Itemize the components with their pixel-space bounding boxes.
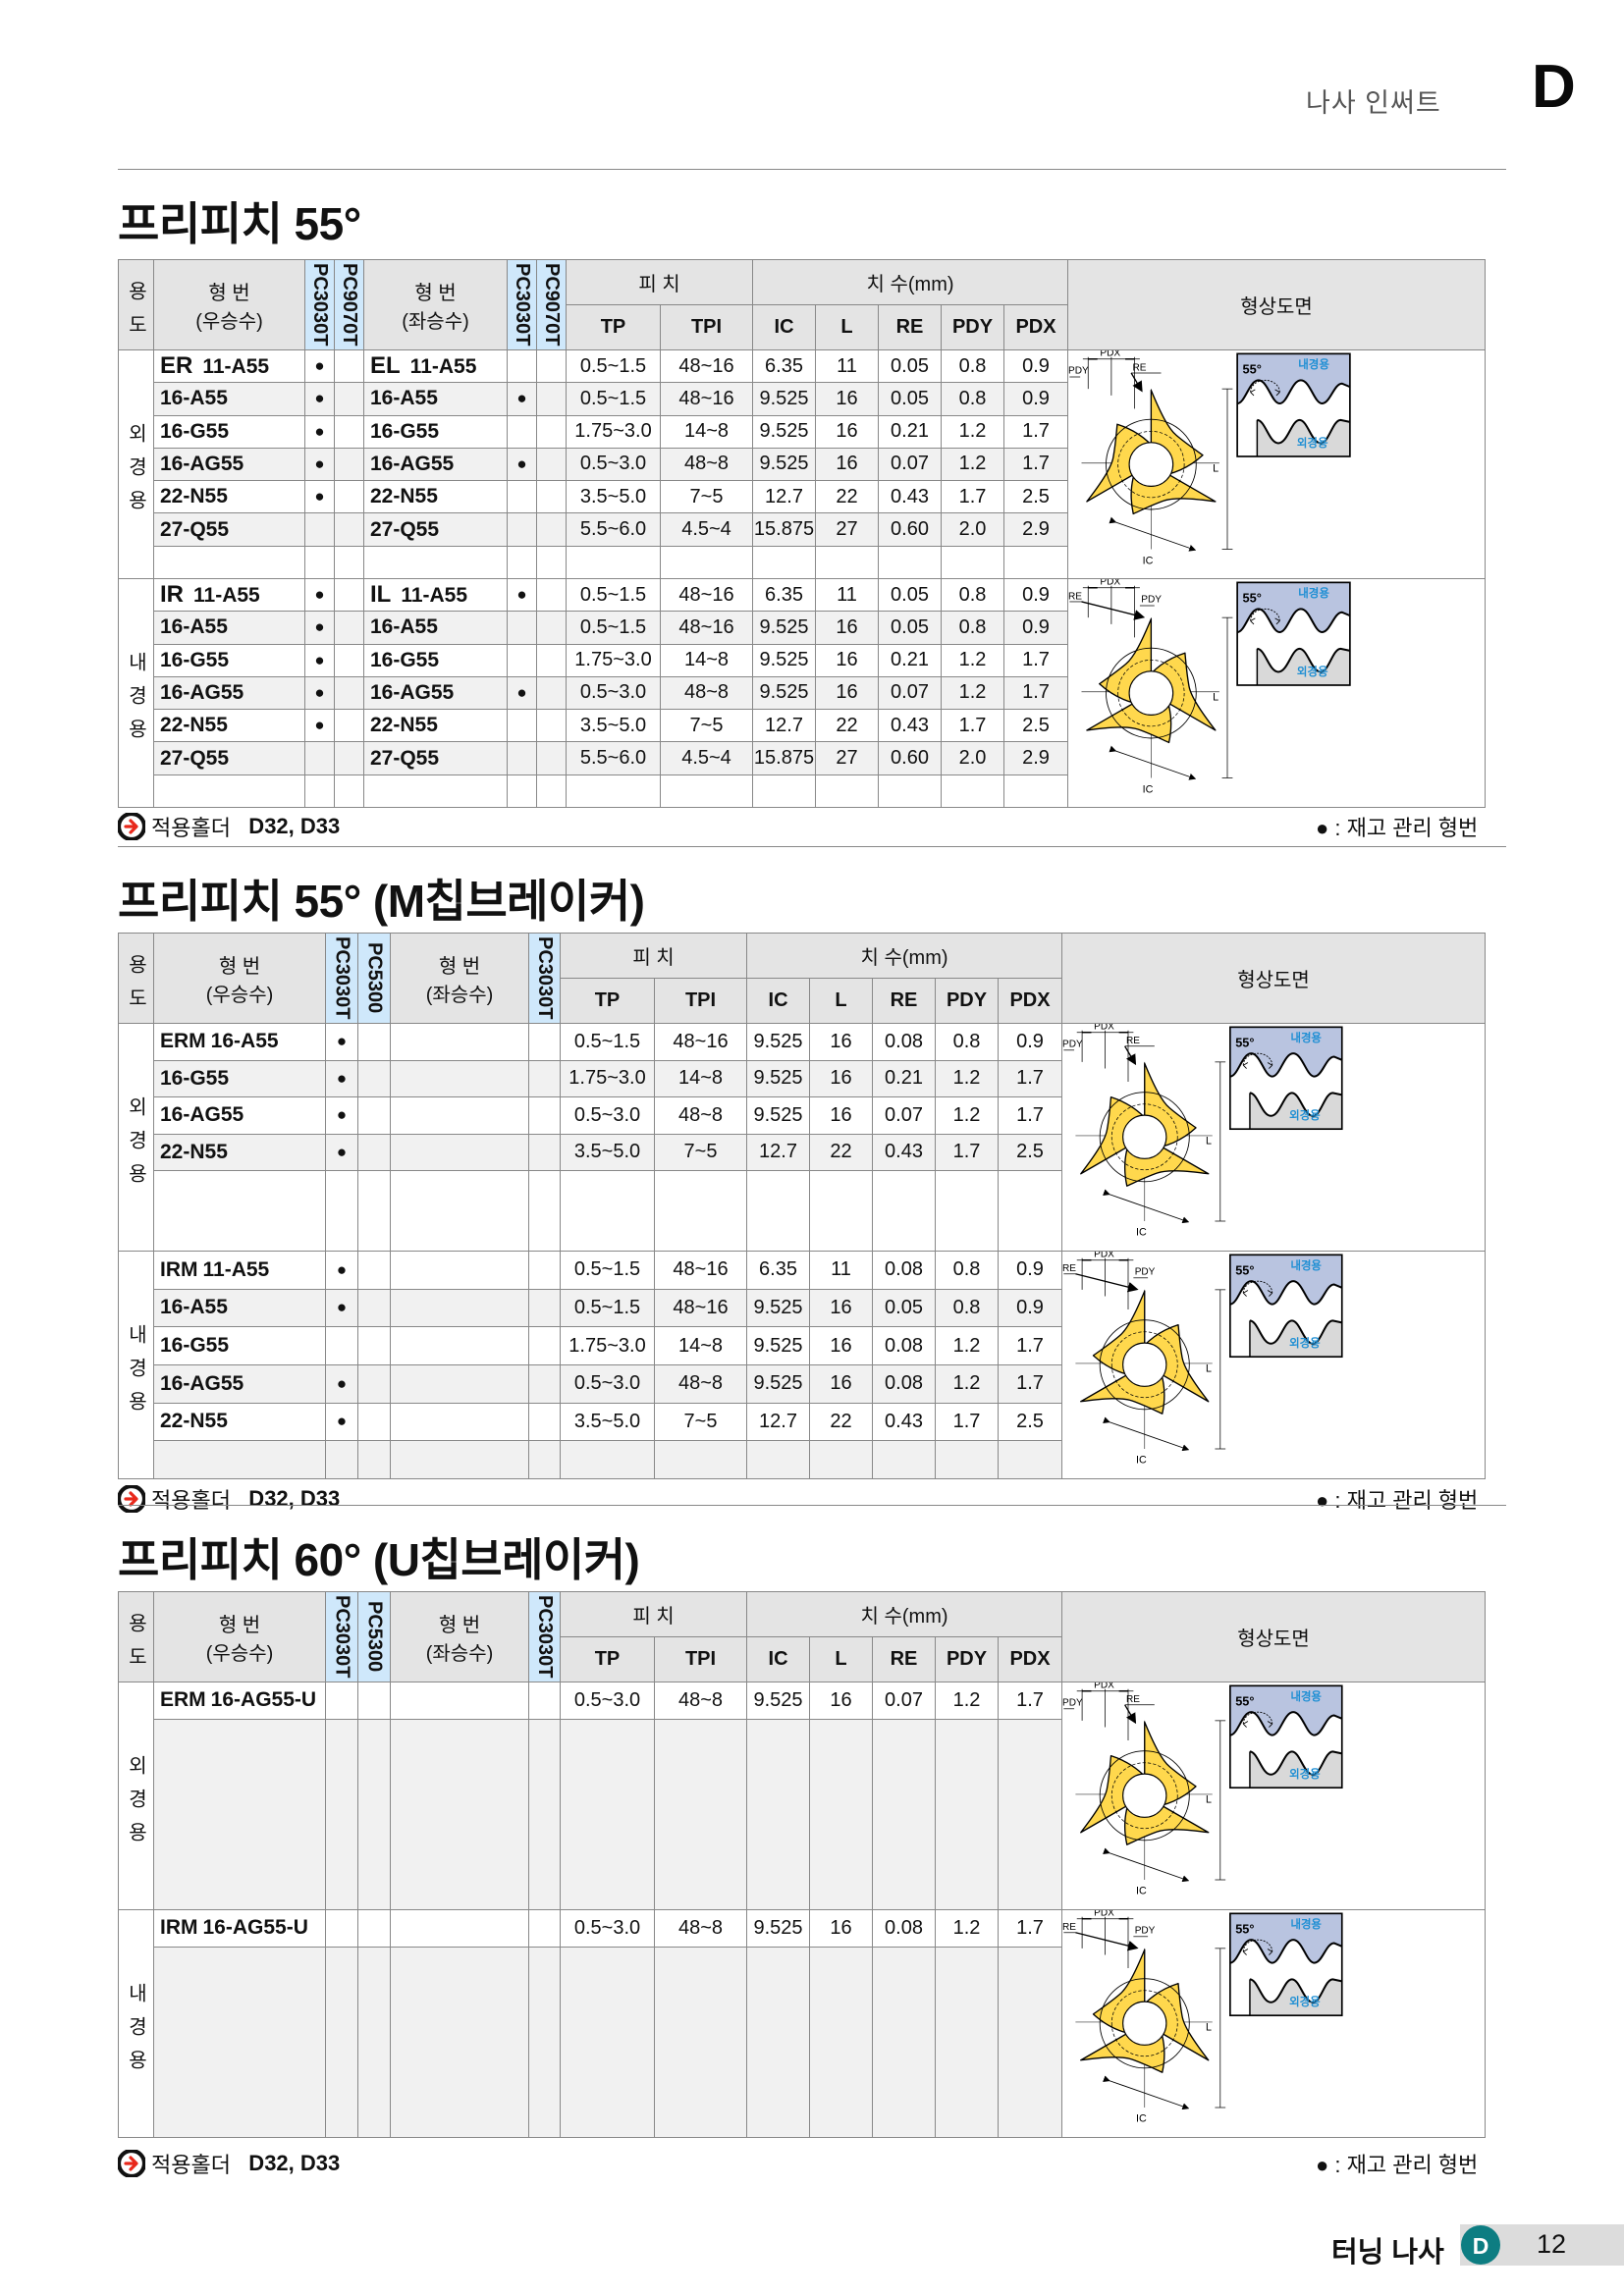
svg-text:D: D xyxy=(1473,2233,1489,2259)
